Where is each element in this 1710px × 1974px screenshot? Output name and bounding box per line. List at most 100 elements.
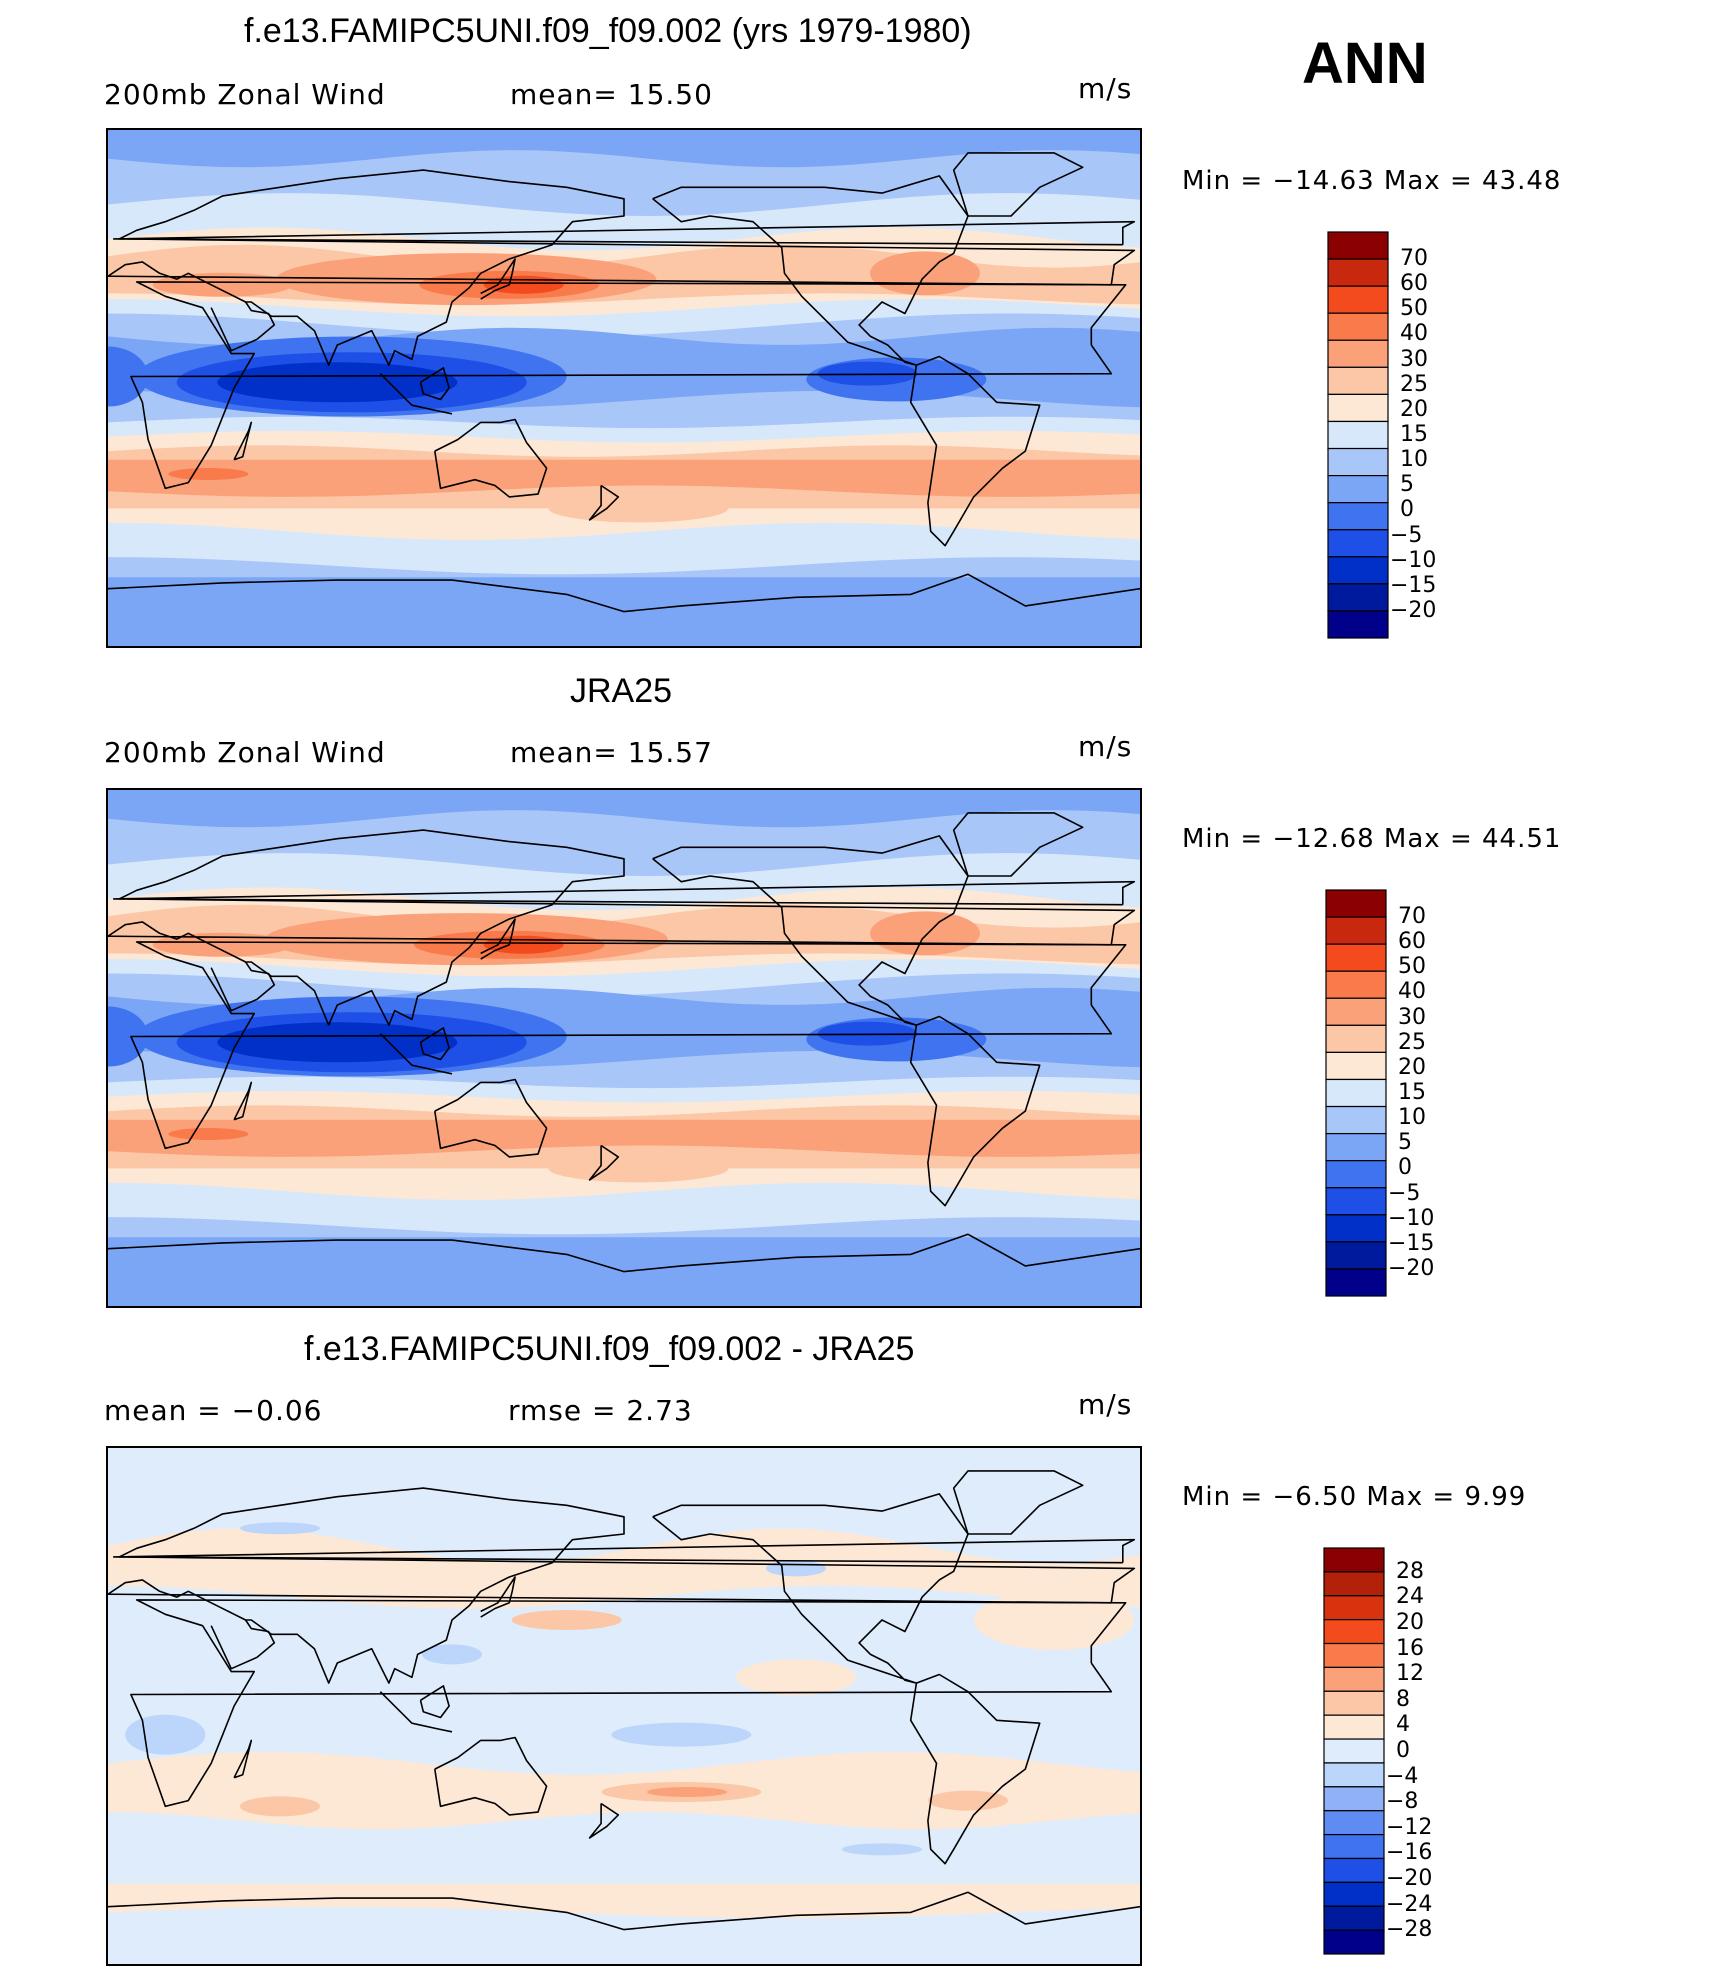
- colorbar-swatch: [1323, 1619, 1385, 1645]
- colorbar-tick-label: 8: [1396, 1686, 1410, 1712]
- contour-blob: [974, 1590, 1134, 1650]
- colorbar-swatch: [1327, 393, 1389, 423]
- colorbar-swatch: [1325, 1268, 1387, 1297]
- colorbar-tick-label: −5: [1388, 1180, 1421, 1206]
- colorbar-tick-label: −12: [1386, 1814, 1433, 1840]
- coastline: [210, 301, 276, 352]
- colorbar-swatch: [1325, 1187, 1387, 1216]
- coastline: [233, 1739, 253, 1779]
- panel-3-map: [106, 1446, 1142, 1966]
- contour-blob: [870, 251, 980, 296]
- colorbar-swatch: [1325, 1133, 1387, 1162]
- colorbar-swatch: [1327, 285, 1389, 314]
- coastline: [108, 1487, 1136, 1684]
- colorbar-swatch: [1325, 1105, 1387, 1135]
- colorbar-swatch: [1325, 1078, 1387, 1108]
- colorbar-tick-label: −20: [1388, 1255, 1435, 1281]
- contour-blob: [736, 1659, 856, 1696]
- coastline: [434, 1078, 548, 1158]
- coastline: [419, 1027, 450, 1061]
- contour-blob: [240, 1796, 320, 1817]
- colorbar-tick-label: 70: [1400, 246, 1428, 272]
- coastline: [210, 961, 276, 1012]
- colorbar-tick-label: 10: [1398, 1105, 1426, 1131]
- contour-blob: [766, 1560, 826, 1577]
- colorbar-tick-label: 20: [1398, 1054, 1426, 1080]
- colorbar-tick-label: −8: [1386, 1789, 1419, 1815]
- colorbar-tick-label: 15: [1398, 1080, 1426, 1105]
- coastline: [112, 880, 1136, 906]
- coastline: [952, 1470, 1084, 1535]
- coastline: [480, 258, 516, 300]
- colorbar-swatch: [1325, 1214, 1387, 1243]
- colorbar-tick-label: 50: [1398, 954, 1426, 980]
- coastline: [480, 1576, 516, 1618]
- coastline: [108, 829, 1136, 1026]
- colorbar-tick-label: 5: [1398, 1130, 1412, 1156]
- panel-1-map: [106, 128, 1142, 648]
- colorbar-swatch: [1323, 1571, 1385, 1597]
- coastline: [652, 175, 969, 366]
- coastline: [419, 1685, 450, 1719]
- colorbar-tick-label: 70: [1398, 904, 1426, 930]
- contour-blob: [168, 1128, 249, 1140]
- coastline: [112, 220, 1136, 246]
- colorbar-tick-label: −24: [1386, 1891, 1433, 1917]
- colorbar-swatch: [1323, 1595, 1385, 1621]
- colorbar-swatch: [1327, 583, 1389, 612]
- colorbar-swatch: [1323, 1786, 1385, 1812]
- colorbar-swatch: [1325, 1051, 1387, 1081]
- colorbar-tick-label: 24: [1396, 1584, 1424, 1610]
- contour-blob: [483, 935, 564, 954]
- coastline: [130, 1599, 1127, 1808]
- colorbar-tick-label: −5: [1390, 522, 1423, 548]
- colorbar-tick-label: 10: [1400, 447, 1428, 473]
- coastline: [210, 1619, 276, 1670]
- contour-band: [108, 1528, 1140, 1609]
- colorbar-swatch: [1323, 1547, 1385, 1573]
- season-label: ANN: [1302, 31, 1428, 96]
- colorbar-swatch: [1327, 420, 1389, 450]
- colorbar-swatch: [1323, 1714, 1385, 1740]
- contour-blob: [483, 275, 564, 294]
- contour-blob: [548, 1154, 729, 1183]
- panel-3-units: m/s: [1078, 1388, 1133, 1421]
- colorbar-tick-label: 12: [1396, 1661, 1424, 1687]
- contour-blob: [422, 1644, 482, 1665]
- contour-blob: [870, 911, 980, 956]
- colorbar-tick-label: 25: [1400, 371, 1428, 397]
- colorbar-swatch: [1327, 502, 1389, 531]
- colorbar-tick-label: 50: [1400, 296, 1428, 322]
- colorbar-tick-label: 30: [1398, 1004, 1426, 1030]
- panel-1-mean-label: mean= 15.50: [510, 78, 713, 111]
- colorbar-tick-label: 60: [1398, 929, 1426, 955]
- colorbar-swatch: [1323, 1833, 1385, 1860]
- coastline: [480, 918, 516, 960]
- coastline: [112, 1538, 1136, 1564]
- colorbar-tick-label: −28: [1386, 1917, 1433, 1943]
- colorbar-swatch: [1327, 258, 1389, 287]
- panel-2-variable-label: 200mb Zonal Wind: [104, 736, 386, 769]
- contour-blob: [125, 1714, 206, 1755]
- panel-3-minmax: Min = −6.50 Max = 9.99: [1182, 1482, 1527, 1512]
- panel-1-title: f.e13.FAMIPC5UNI.f09_f09.002 (yrs 1979-1…: [244, 12, 972, 50]
- colorbar-swatch: [1323, 1810, 1385, 1836]
- contour-band: [108, 790, 1140, 828]
- coastline: [108, 573, 1140, 613]
- colorbar-tick-label: 4: [1396, 1712, 1410, 1738]
- panel-1-variable-label: 200mb Zonal Wind: [104, 78, 386, 111]
- colorbar-swatch: [1327, 447, 1389, 477]
- colorbar-swatch: [1323, 1762, 1385, 1788]
- coastline: [233, 1081, 253, 1121]
- colorbar-swatch: [1327, 475, 1389, 504]
- colorbar-swatch: [1327, 366, 1389, 395]
- contour-blob: [647, 1787, 728, 1797]
- coastline: [588, 484, 620, 521]
- colorbar-swatch: [1325, 1241, 1387, 1270]
- colorbar-tick-label: 25: [1398, 1029, 1426, 1055]
- colorbar-tick-label: 5: [1400, 472, 1414, 498]
- colorbar-swatch: [1323, 1857, 1385, 1883]
- colorbar-tick-label: 16: [1396, 1635, 1424, 1661]
- panel-2-minmax: Min = −12.68 Max = 44.51: [1182, 824, 1562, 854]
- colorbar-tick-label: 30: [1400, 346, 1428, 372]
